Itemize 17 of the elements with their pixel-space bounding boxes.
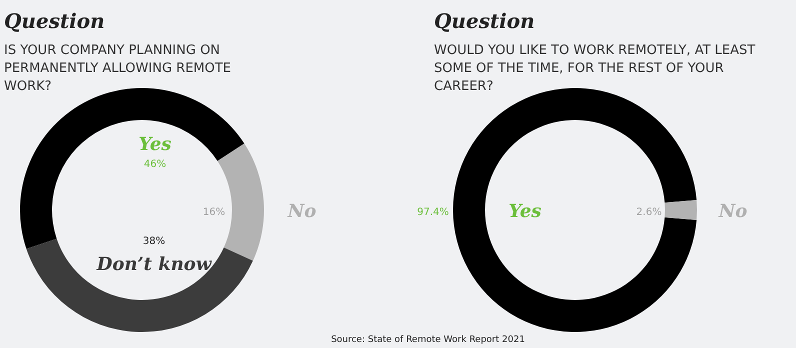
slice-label: Don’t know <box>96 254 213 275</box>
chart-title: Question <box>4 9 105 33</box>
donut-slice <box>664 200 697 220</box>
slice-label: No <box>718 201 748 222</box>
slice-label: No <box>286 201 316 222</box>
data-label: 46% <box>144 159 166 170</box>
data-label: 16% <box>202 207 226 218</box>
source-note: Source: State of Remote Work Report 2021 <box>331 335 525 345</box>
data-label: 38% <box>142 236 166 247</box>
slice-label: Yes <box>508 201 542 222</box>
data-label: 2.6% <box>636 207 662 218</box>
donut-slice <box>26 238 253 332</box>
chart-subtitle: IS YOUR COMPANY PLANNING ON PERMANENTLY ALLOWING REMOTE WORK? <box>4 43 232 94</box>
slice-label: Yes <box>138 134 172 155</box>
chart-subtitle: WOULD YOU LIKE TO WORK REMOTELY, AT LEAST SOME OF THE TIME, FOR THE REST OF YOUR CAREER? <box>434 43 756 94</box>
data-label: 97.4% <box>417 207 449 218</box>
chart-title: Question <box>434 9 535 33</box>
